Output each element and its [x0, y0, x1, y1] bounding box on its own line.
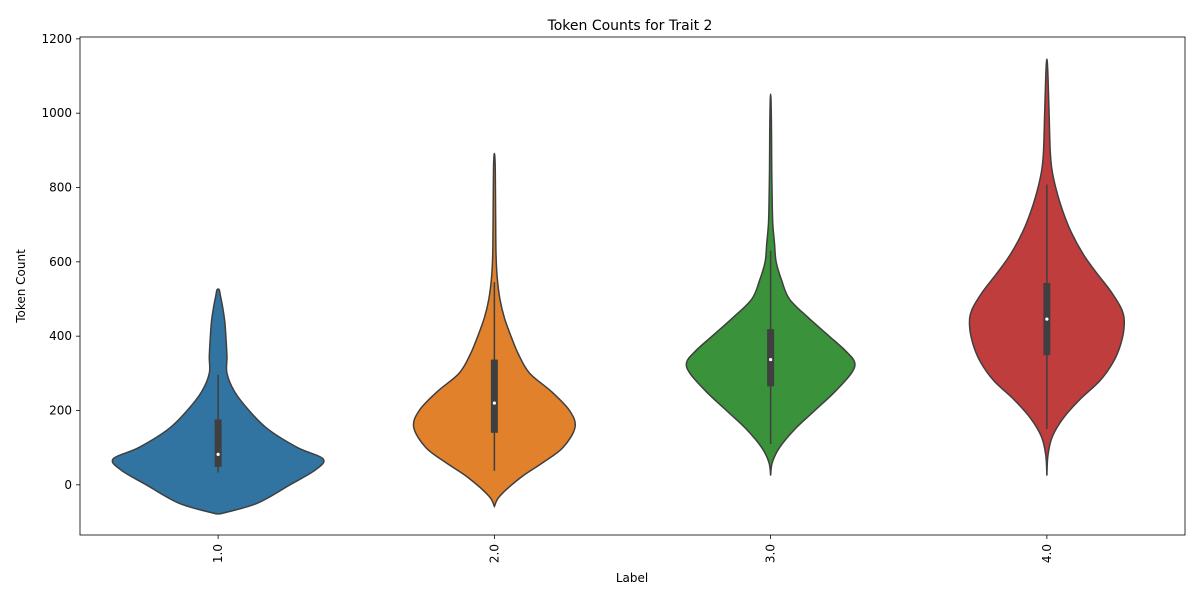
median-dot-1.0 — [216, 452, 220, 456]
median-dot-3.0 — [769, 357, 773, 362]
median-dot-2.0 — [492, 401, 496, 405]
x-tick-label-2.0: 2.0 — [487, 544, 501, 563]
y-tick-label-1000: 1000 — [41, 106, 72, 120]
chart-title: Token Counts for Trait 2 — [547, 18, 713, 34]
x-tick-label-3.0: 3.0 — [764, 544, 778, 563]
y-tick-label-1200: 1200 — [41, 32, 72, 46]
y-tick-label-0: 0 — [64, 478, 72, 492]
iqr-box-1.0 — [214, 419, 222, 467]
box-stats-layer — [214, 184, 1051, 473]
y-tick-label-600: 600 — [49, 255, 72, 269]
y-tick-label-200: 200 — [49, 404, 72, 418]
violins-layer — [111, 58, 1126, 515]
y-tick-label-400: 400 — [49, 329, 72, 343]
y-axis: 0 200 400 600 800 1000 1200 — [41, 32, 80, 492]
iqr-box-2.0 — [490, 359, 498, 433]
x-axis: 1.0 2.0 3.0 4.0 — [211, 535, 1054, 563]
median-dot-4.0 — [1045, 317, 1049, 321]
y-tick-label-800: 800 — [49, 181, 72, 195]
x-tick-label-1.0: 1.0 — [211, 544, 225, 563]
x-tick-label-4.0: 4.0 — [1040, 544, 1054, 563]
iqr-box-3.0 — [767, 329, 775, 387]
plot-frame — [79, 36, 1186, 536]
x-axis-label: Label — [616, 571, 648, 585]
y-axis-label: Token Count — [14, 249, 28, 324]
